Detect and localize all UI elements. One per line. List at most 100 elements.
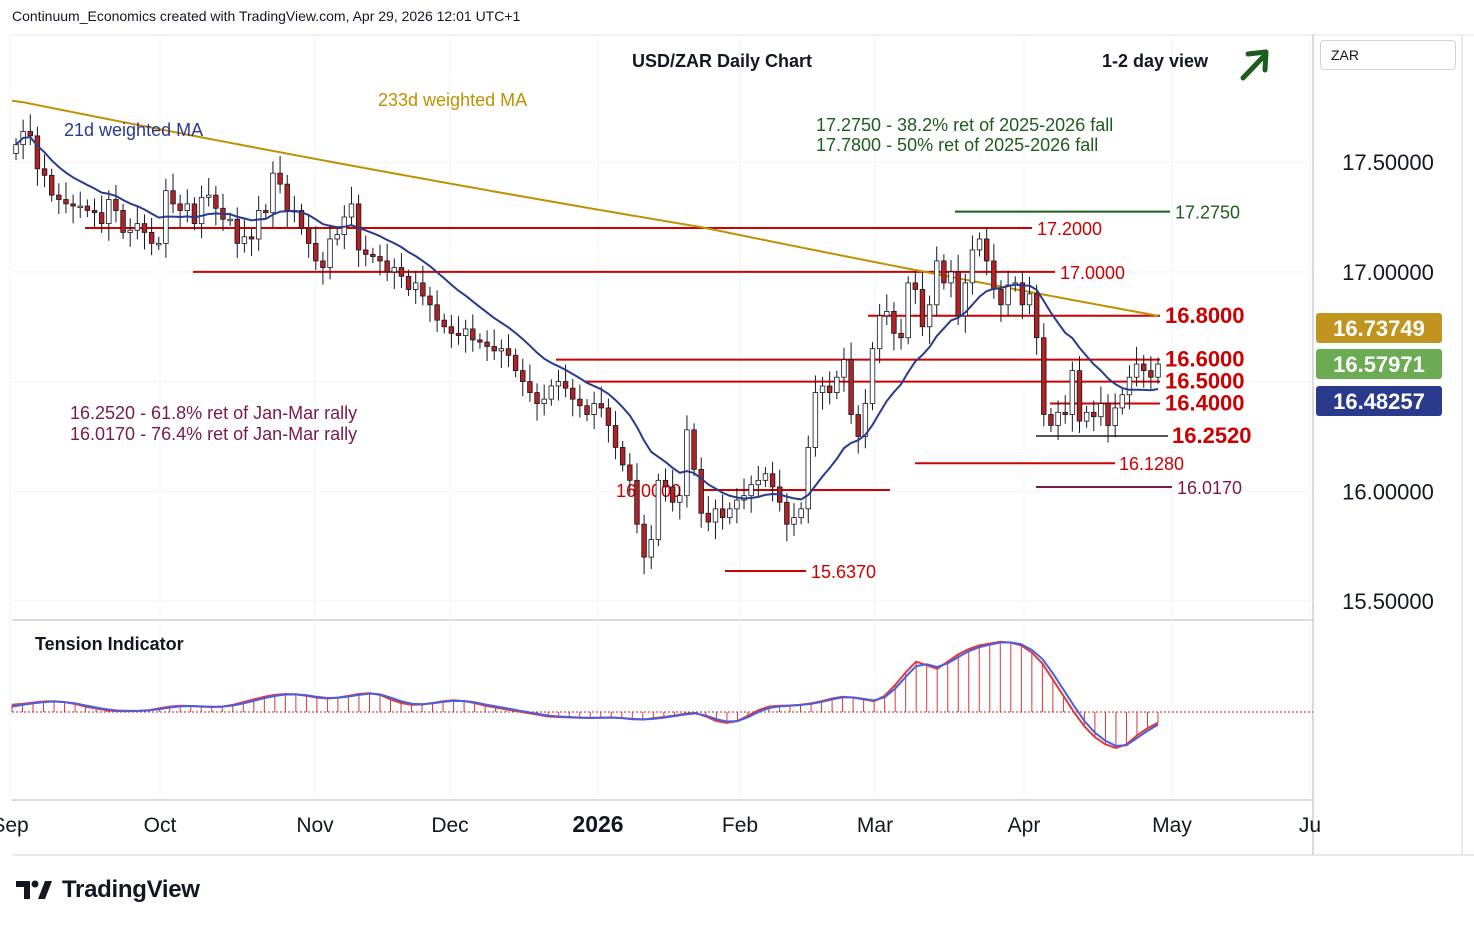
candle — [962, 273, 968, 333]
x-tick-label: Mar — [857, 814, 893, 837]
fib-note-3: 16.2520 - 61.8% ret of Jan-Mar rally — [70, 403, 357, 423]
candle — [313, 226, 319, 271]
candle-body — [705, 512, 712, 523]
candle-body — [405, 275, 412, 290]
ma233-line — [11, 99, 1159, 317]
ma21-line — [15, 136, 1159, 501]
candle-body — [1083, 411, 1090, 422]
candle-body — [841, 359, 847, 378]
candle — [277, 156, 283, 194]
candle — [505, 334, 512, 368]
candle — [748, 475, 754, 513]
candle-body — [919, 289, 926, 328]
candle-body — [991, 260, 997, 290]
candle-body — [34, 135, 41, 170]
chart-attribution: Continuum_Economics created with Trading… — [12, 8, 521, 24]
candle — [1041, 323, 1047, 427]
candle — [198, 185, 205, 239]
candle — [555, 369, 562, 401]
candle-body — [13, 144, 19, 154]
candle — [619, 440, 626, 472]
candle — [1069, 361, 1076, 432]
candle — [862, 389, 869, 449]
price-tag-ma233: 16.73749 — [1316, 313, 1442, 343]
candle-body — [598, 403, 604, 409]
level-label: 16.4000 — [1165, 391, 1245, 416]
candle-body — [905, 282, 911, 339]
currency-button[interactable]: ZAR — [1320, 40, 1456, 70]
candle-body — [234, 218, 240, 244]
candle — [527, 364, 533, 402]
candle-body — [1119, 394, 1126, 409]
candle — [805, 435, 811, 524]
candle-body — [534, 392, 540, 404]
candle — [106, 190, 112, 241]
candle-body — [441, 319, 447, 328]
candle — [334, 228, 340, 246]
candle-body — [605, 407, 612, 426]
candle-body — [627, 464, 633, 481]
price-tag-current: 16.57971 — [1316, 349, 1442, 379]
candle — [56, 183, 62, 214]
x-tick-label: Dec — [431, 814, 468, 837]
candle-body — [727, 508, 733, 519]
candle-body — [191, 203, 198, 225]
tradingview-logo[interactable]: TradingView — [14, 876, 200, 904]
candle-body — [862, 403, 869, 437]
ma233-label: 233d weighted MA — [378, 90, 527, 110]
candle — [1119, 388, 1126, 415]
candle-body — [398, 267, 405, 277]
x-tick-label: 2026 — [572, 811, 623, 837]
candle — [669, 469, 676, 512]
candle-body — [206, 194, 212, 198]
candle — [727, 502, 733, 525]
candle — [284, 174, 290, 228]
price-tag-bg — [1316, 386, 1442, 416]
candle-body — [748, 484, 754, 497]
candle-body — [826, 385, 833, 393]
candle-body — [84, 205, 91, 211]
candle-body — [976, 238, 983, 251]
level-label: 15.6370 — [811, 562, 876, 582]
candle — [655, 473, 662, 547]
candle-body — [170, 190, 176, 205]
level-label: 17.0000 — [1060, 263, 1125, 283]
candle — [627, 453, 633, 495]
candle-body — [420, 282, 426, 297]
view-label: 1-2 day view — [1102, 51, 1209, 71]
candle — [270, 161, 276, 228]
candle-body — [712, 508, 719, 523]
price-tag-ma21: 16.48257 — [1316, 386, 1442, 416]
candle — [70, 194, 76, 224]
candle-body — [669, 486, 676, 503]
candle — [134, 206, 141, 240]
candle-body — [634, 479, 640, 525]
candle — [777, 469, 783, 512]
candle — [363, 235, 369, 267]
candle-body — [270, 172, 276, 214]
candle — [327, 224, 333, 280]
candle-body — [1041, 337, 1047, 415]
candle — [477, 333, 483, 349]
candle-body — [834, 376, 840, 393]
candle — [784, 493, 790, 542]
price-tag-bg — [1316, 349, 1442, 379]
candle — [27, 114, 33, 146]
candle-body — [27, 131, 33, 137]
candle — [769, 461, 776, 502]
y-tick-label: 17.50000 — [1342, 150, 1434, 175]
candle — [141, 214, 148, 250]
candle-body — [591, 403, 597, 415]
candle-body — [819, 385, 826, 393]
candle-body — [876, 315, 883, 350]
candle-body — [1133, 363, 1140, 378]
candle — [648, 525, 654, 569]
candle — [462, 319, 469, 353]
candle — [591, 391, 597, 429]
candle — [156, 236, 162, 250]
candle-body — [969, 249, 976, 284]
y-tick-label: 17.00000 — [1342, 260, 1434, 285]
candle — [1062, 395, 1068, 424]
candle — [812, 375, 819, 457]
